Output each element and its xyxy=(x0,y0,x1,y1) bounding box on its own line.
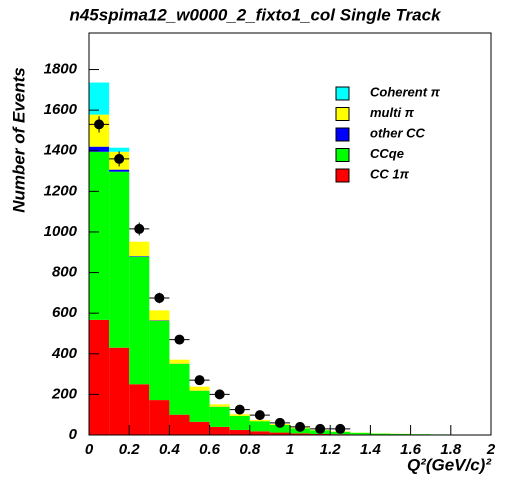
y-tick-label: 1600 xyxy=(44,101,78,118)
bar-segment xyxy=(89,319,110,435)
bar-segment xyxy=(350,432,371,435)
bar-segment xyxy=(169,359,190,364)
x-tick-label: 0.8 xyxy=(239,441,261,458)
x-tick-label: 0.4 xyxy=(159,441,181,458)
chart-title: n45spima12_w0000_2_fixto1_col Single Tra… xyxy=(69,5,442,24)
y-tick-label: 0 xyxy=(69,426,78,443)
y-tick-label: 1800 xyxy=(44,61,78,78)
bar-segment xyxy=(89,82,110,115)
legend-swatch xyxy=(335,168,350,183)
y-tick-label: 800 xyxy=(52,264,78,281)
x-tick-label: 1.6 xyxy=(400,441,422,458)
data-point xyxy=(234,404,245,415)
bar-segment xyxy=(269,432,290,435)
bar-segment xyxy=(229,429,250,435)
x-tick-label: 1.4 xyxy=(360,441,382,458)
bar-segment xyxy=(290,433,311,435)
x-tick-label: 1.2 xyxy=(320,441,342,458)
x-axis-label: Q²(GeV/c)² xyxy=(407,455,492,474)
legend-label: other CC xyxy=(370,125,426,140)
data-point xyxy=(214,389,225,400)
bar-segment xyxy=(169,363,190,415)
legend-label: CCqe xyxy=(370,146,404,161)
bar-segment xyxy=(390,433,411,435)
bar-segment xyxy=(129,241,150,257)
bar-segment xyxy=(109,147,130,152)
bar-segment xyxy=(129,256,150,257)
legend-swatch xyxy=(335,127,350,142)
data-point xyxy=(335,423,346,434)
legend-swatch xyxy=(335,107,350,121)
data-point xyxy=(295,421,306,432)
bar-segment xyxy=(209,426,230,435)
bar-segment xyxy=(229,414,250,416)
legend-label: Coherent π xyxy=(370,84,441,99)
bar-segment xyxy=(249,419,270,422)
x-tick-label: 0 xyxy=(85,441,94,458)
legend-label: CC 1π xyxy=(370,166,410,181)
bar-segment xyxy=(269,424,290,433)
bar-segment xyxy=(209,404,230,407)
bar-segment xyxy=(249,431,270,435)
bar-segment xyxy=(209,406,230,427)
data-point xyxy=(94,119,105,130)
bar-segment xyxy=(149,310,170,321)
bar-segment xyxy=(189,386,210,391)
bar-segment xyxy=(109,171,130,348)
bar-segment xyxy=(149,320,170,401)
x-tick-label: 0.6 xyxy=(199,441,221,458)
y-tick-label: 600 xyxy=(52,304,78,321)
bar-segment xyxy=(410,434,431,435)
x-tick-label: 1.8 xyxy=(440,441,462,458)
y-axis-label: Number of Events xyxy=(9,67,28,212)
y-tick-label: 1200 xyxy=(44,182,78,199)
bar-segment xyxy=(310,433,331,435)
data-point xyxy=(134,223,145,234)
x-tick-label: 0.2 xyxy=(119,441,141,458)
data-point xyxy=(174,334,185,345)
bar-segment xyxy=(109,169,130,172)
bar-segment xyxy=(89,146,110,152)
legend-label: multi π xyxy=(370,105,415,120)
legend-swatch xyxy=(335,86,350,101)
y-tick-label: 1000 xyxy=(44,223,78,240)
data-point xyxy=(194,375,205,386)
bar-segment xyxy=(109,347,130,435)
legend-swatch xyxy=(335,148,350,162)
bar-segment xyxy=(129,384,150,435)
bar-segment xyxy=(169,414,190,435)
bar-segment xyxy=(189,390,210,422)
bar-segment xyxy=(249,421,270,432)
x-tick-label: 1 xyxy=(286,441,294,458)
y-tick-label: 400 xyxy=(51,345,78,362)
data-point xyxy=(315,423,326,434)
bar-segment xyxy=(89,151,110,320)
data-point xyxy=(254,410,265,421)
data-point xyxy=(274,417,285,428)
y-tick-label: 200 xyxy=(51,385,78,402)
bar-segment xyxy=(229,415,250,430)
data-point xyxy=(154,292,165,303)
bar-segment xyxy=(189,421,210,435)
x-tick-label: 2 xyxy=(486,441,496,458)
bar-segment xyxy=(370,433,391,435)
data-point xyxy=(114,153,125,164)
bar-segment xyxy=(149,400,170,435)
bar-segment xyxy=(129,256,150,385)
y-tick-label: 1400 xyxy=(44,142,78,159)
